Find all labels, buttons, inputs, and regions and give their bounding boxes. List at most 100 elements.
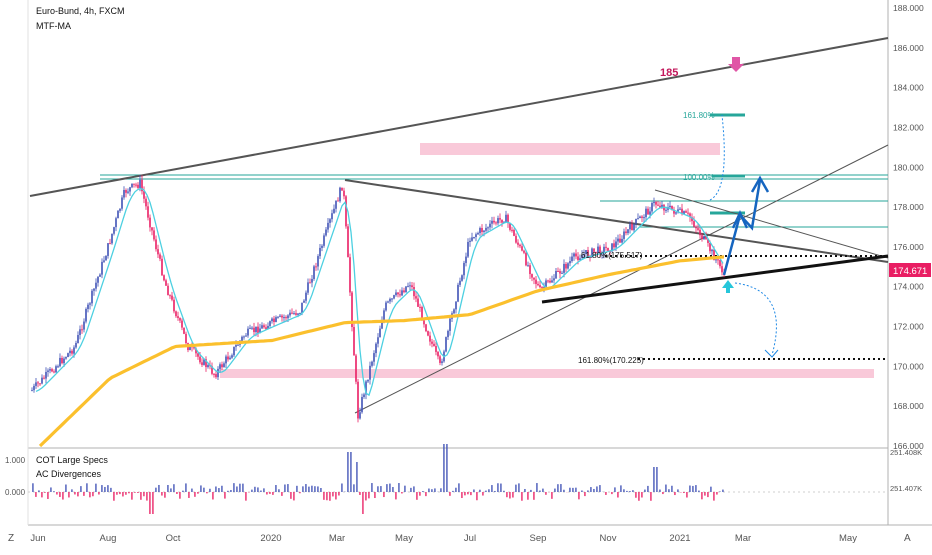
oscillator-bar	[329, 492, 331, 501]
oscillator-bar	[269, 492, 271, 494]
pink-support-zone[interactable]	[220, 369, 874, 378]
candle-body	[159, 254, 161, 258]
candle-body	[257, 327, 259, 334]
candle-body	[147, 206, 149, 217]
candle-body	[457, 285, 459, 302]
candle-body	[263, 325, 265, 327]
timezone-toggle[interactable]: Z	[8, 533, 14, 544]
price-tick-label: 180.000	[893, 162, 924, 172]
candle-body	[283, 317, 285, 318]
oscillator-bar	[605, 492, 607, 495]
oscillator-bar	[410, 488, 412, 492]
candle-body	[241, 337, 243, 341]
oscillator-bar	[287, 484, 289, 492]
oscillator-bar	[359, 492, 361, 495]
oscillator-bar	[56, 492, 58, 495]
candle-body	[399, 294, 401, 295]
oscillator-bar	[551, 492, 553, 499]
candle-body	[631, 224, 633, 230]
candle-body	[437, 352, 439, 356]
candle-body	[475, 234, 477, 237]
oscillator-bar	[467, 492, 469, 494]
oscillator-bar	[443, 444, 445, 492]
lower-y-right-bottom: 251.407K	[890, 484, 922, 493]
candle-body	[287, 315, 289, 318]
oscillator-bar	[599, 485, 601, 492]
candle-body	[49, 369, 51, 370]
candle-body	[47, 371, 49, 372]
candle-body	[537, 284, 539, 285]
oscillator-bar	[101, 485, 103, 492]
oscillator-bar	[572, 488, 574, 492]
oscillator-bar	[428, 489, 430, 492]
oscillator-bar	[80, 486, 82, 492]
candle-body	[87, 305, 89, 309]
candle-body	[247, 329, 249, 336]
candle-body	[501, 220, 503, 223]
candle-body	[219, 364, 221, 369]
candle-body	[529, 265, 531, 274]
candle-body	[179, 318, 181, 321]
oscillator-bar	[590, 487, 592, 492]
oscillator-bar	[245, 492, 247, 501]
candle-body	[83, 322, 85, 330]
oscillator-bar	[416, 492, 418, 500]
candle-body	[449, 319, 451, 331]
candle-body	[535, 280, 537, 284]
candle-body	[245, 336, 247, 337]
candle-body	[221, 364, 223, 367]
price-tick-label: 168.000	[893, 401, 924, 411]
candle-body	[59, 358, 61, 366]
candle-body	[447, 331, 449, 337]
candle-body	[495, 222, 497, 223]
candle-body	[559, 271, 561, 273]
candle-body	[699, 230, 701, 235]
candle-body	[301, 303, 303, 313]
oscillator-bar	[581, 490, 583, 492]
candle-body	[293, 313, 295, 314]
oscillator-bar	[125, 492, 127, 495]
candle-body	[271, 319, 273, 322]
candle-body	[549, 281, 551, 283]
oscillator-bar	[461, 492, 463, 498]
oscillator-bar	[518, 483, 520, 492]
candle-body	[333, 209, 335, 213]
candle-body	[95, 283, 97, 289]
candle-body	[355, 356, 357, 382]
candle-body	[97, 277, 99, 283]
oscillator-bar	[47, 492, 49, 499]
candle-body	[425, 324, 427, 331]
oscillator-bar	[527, 492, 529, 500]
oscillator-bar	[563, 490, 565, 492]
candle-body	[489, 224, 491, 228]
candle-body	[571, 257, 573, 262]
candle-body	[291, 313, 293, 314]
oscillator-bar	[707, 492, 709, 497]
candle-body	[343, 191, 345, 197]
candle-body	[469, 241, 471, 242]
oscillator-bar	[314, 486, 316, 492]
oscillator-bar	[290, 492, 292, 499]
cot-oscillator-bars[interactable]	[32, 444, 724, 514]
price-tick-label: 170.000	[893, 361, 924, 371]
candle-body	[637, 218, 639, 219]
oscillator-bar	[221, 486, 223, 492]
time-tick-label: Jul	[464, 533, 476, 544]
pink-resistance-zone[interactable]	[420, 143, 720, 155]
oscillator-bar	[440, 488, 442, 492]
auto-scale-toggle[interactable]: A	[904, 533, 911, 544]
candle-body	[127, 192, 129, 193]
candle-body	[393, 295, 395, 298]
candle-body	[701, 235, 703, 239]
candle-body	[657, 205, 659, 206]
oscillator-bar	[197, 492, 199, 494]
candle-body	[615, 241, 617, 247]
price-pane[interactable]	[0, 0, 888, 448]
candle-body	[73, 347, 75, 353]
price-axis[interactable]: 188.000186.000184.000182.000180.000178.0…	[893, 3, 924, 451]
candle-body	[513, 230, 515, 236]
oscillator-bar	[71, 489, 73, 492]
candle-body	[311, 279, 313, 283]
